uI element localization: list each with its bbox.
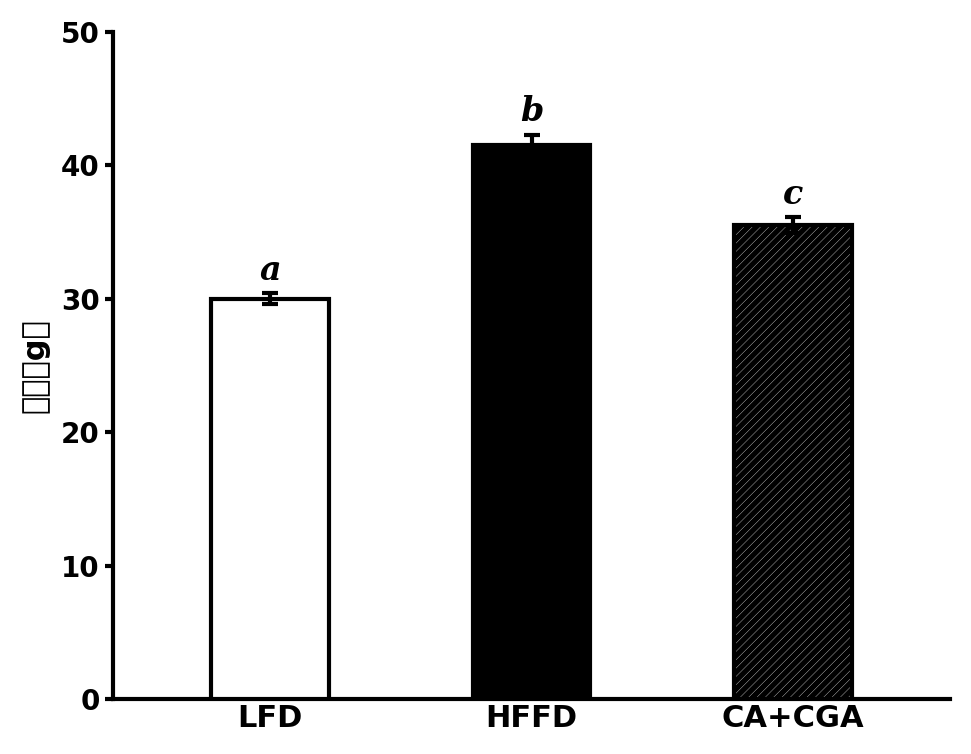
Bar xyxy=(473,146,590,699)
Bar xyxy=(734,225,853,699)
Text: a: a xyxy=(259,254,281,287)
Bar xyxy=(211,299,329,699)
Text: c: c xyxy=(783,178,803,210)
Y-axis label: 体重（g）: 体重（g） xyxy=(20,318,50,413)
Text: b: b xyxy=(519,95,544,128)
